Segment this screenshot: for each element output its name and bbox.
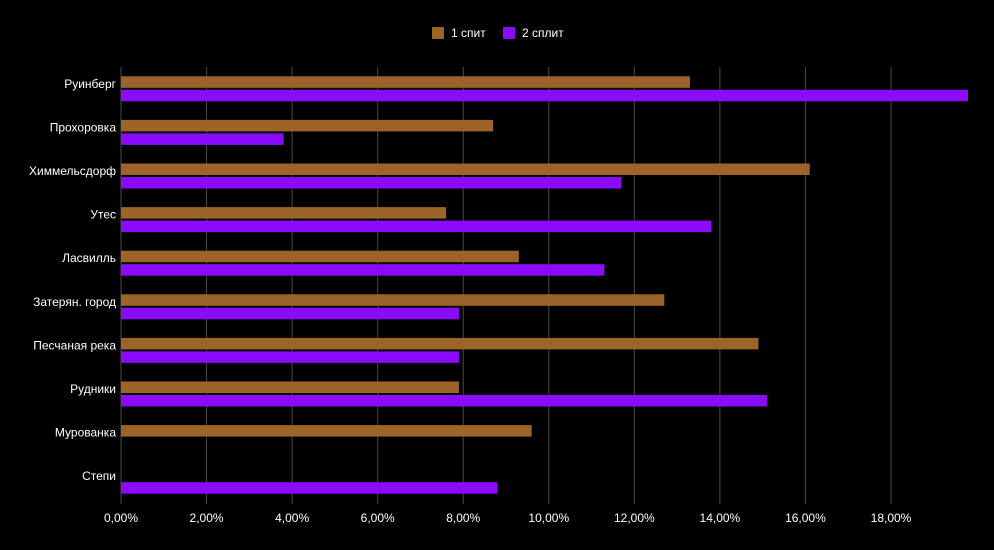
bar-series-1 (121, 425, 532, 437)
bar-series-2 (121, 395, 767, 407)
legend-swatch-1 (432, 27, 444, 39)
bar-series-2 (121, 482, 498, 494)
x-tick-label: 2,00% (190, 511, 224, 525)
bar-series-1 (121, 337, 759, 350)
category-label: Химмельсдорф (29, 164, 116, 178)
bar-series-1 (121, 207, 447, 219)
legend-label-1: 1 спит (451, 26, 486, 40)
x-tick-labels: 0,00% 2,00% 4,00% 6,00% 8,00% 10,00% 12,00% 14,… (104, 511, 912, 525)
x-tick-label: 12,00% (614, 511, 655, 525)
category-label: Степи (82, 469, 116, 483)
bar-series-1 (121, 250, 519, 263)
category-label: Ласвилль (62, 251, 116, 265)
bar-series-2 (121, 307, 459, 320)
x-tick-label: 6,00% (361, 511, 395, 525)
category-label: Прохоровка (50, 120, 117, 134)
x-tick-label: 16,00% (785, 511, 826, 525)
bar-series-2 (121, 220, 712, 233)
category-label: Мурованка (55, 426, 116, 440)
x-tick-label: 10,00% (528, 511, 569, 525)
bar-series-1 (121, 119, 494, 132)
bar-series-2 (121, 133, 284, 145)
bar-series-1 (121, 76, 690, 88)
category-label: Руинберг (64, 77, 116, 91)
x-tick-label: 18,00% (871, 511, 912, 525)
category-label: Утес (90, 208, 116, 222)
category-label: Рудники (70, 382, 116, 396)
x-tick-label: 4,00% (275, 511, 309, 525)
bar-series-1 (121, 381, 459, 393)
legend-label-2: 2 сплит (522, 26, 564, 40)
legend: 1 спит 2 сплит (432, 26, 564, 40)
bar-series-1 (121, 294, 665, 306)
x-tick-label: 8,00% (446, 511, 480, 525)
bars (121, 76, 968, 494)
category-labels: Руинберг Прохоровка Химмельсдорф Утес Ласвил… (29, 77, 117, 483)
legend-swatch-2 (503, 27, 515, 39)
x-tick-label: 0,00% (104, 511, 138, 525)
bar-series-1 (121, 163, 810, 175)
category-label: Песчаная река (33, 338, 116, 352)
gridlines (120, 67, 892, 504)
x-tick-label: 14,00% (700, 511, 741, 525)
bar-series-2 (121, 177, 622, 189)
bar-series-2 (121, 89, 968, 102)
bar-series-2 (121, 264, 605, 276)
bar-series-2 (121, 351, 459, 363)
category-label: Затерян. город (33, 295, 116, 309)
